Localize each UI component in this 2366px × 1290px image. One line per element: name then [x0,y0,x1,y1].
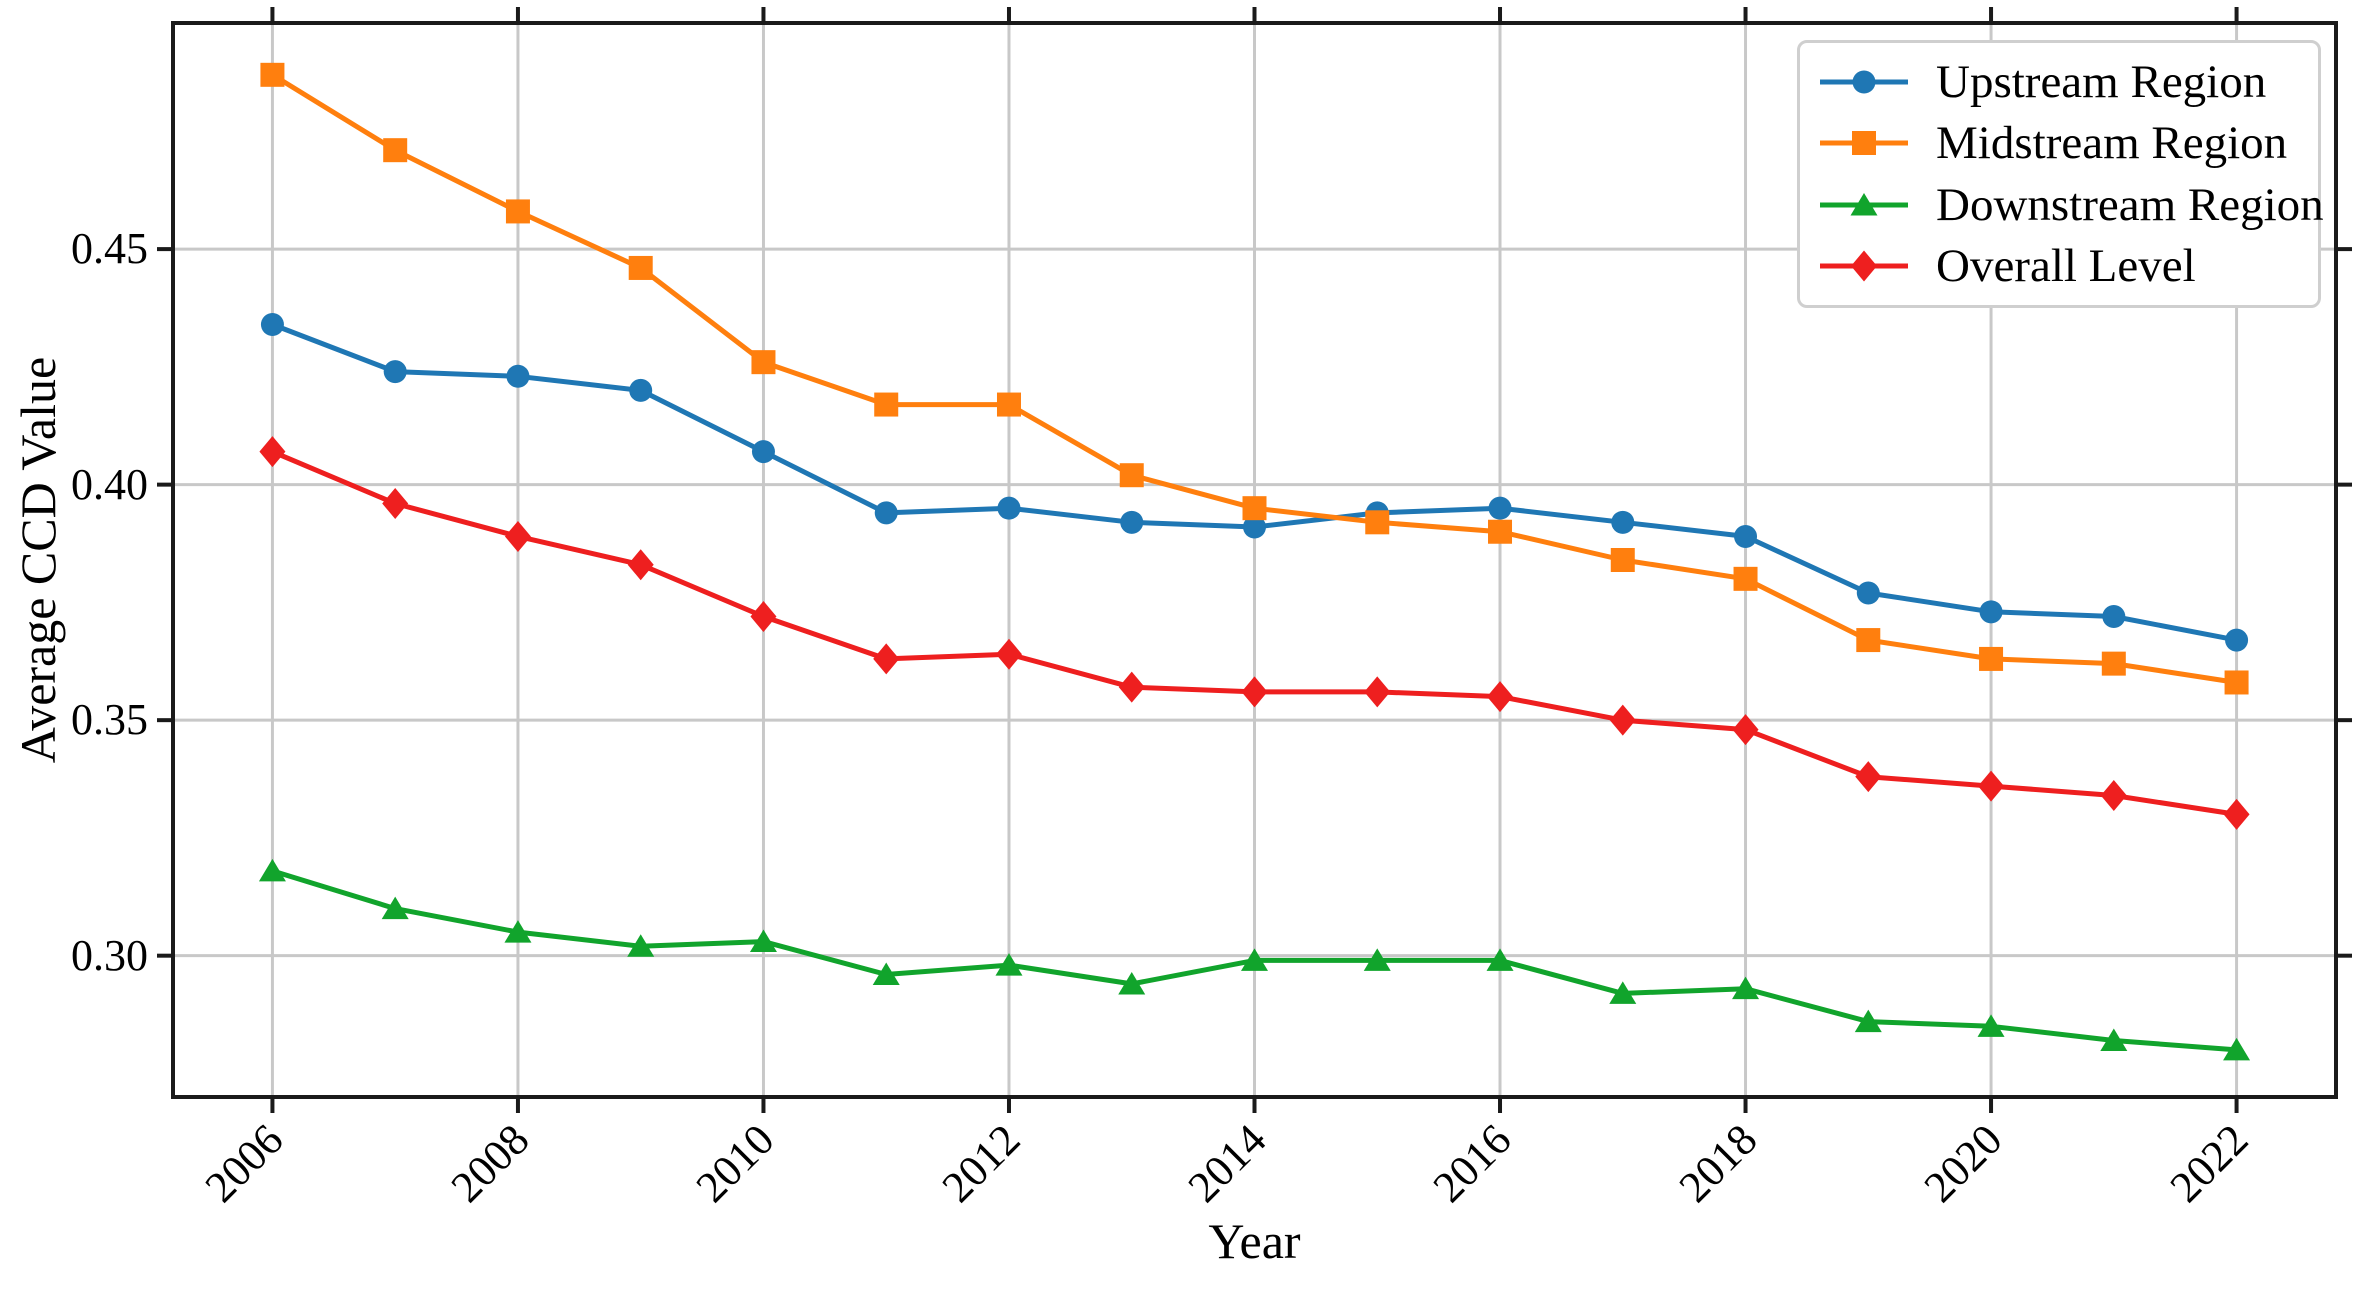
legend-item-midstream-region: Midstream Region [1818,113,2308,173]
legend-label: Midstream Region [1936,117,2288,170]
series-midstream-region [260,62,2249,695]
series-markers-downstream-region [258,858,2251,1061]
triangle-marker-icon [1818,185,1910,225]
series-overall-level [259,436,2250,830]
series-markers-overall-level [259,436,2250,830]
y-tick-label: 0.45 [71,224,148,274]
legend-label: Overall Level [1936,240,2196,293]
y-axis-title: Average CCD Value [10,356,66,764]
y-tick-label: 0.35 [71,695,148,745]
series-downstream-region [258,858,2251,1061]
legend-item-overall-level: Overall Level [1818,236,2308,296]
legend: Upstream Region Midstream Region Downstr… [1797,40,2324,308]
x-axis-title: Year [1208,1213,1301,1269]
legend-label: Downstream Region [1936,178,2324,231]
plot-frame [171,21,2338,1099]
y-tick-label: 0.40 [71,459,148,509]
series-markers-upstream-region [260,312,2249,652]
series-markers-midstream-region [260,62,2249,695]
series-upstream-region [260,312,2249,652]
legend-label: Upstream Region [1936,55,2267,108]
legend-item-upstream-region: Upstream Region [1818,52,2308,112]
circle-marker-icon [1818,62,1910,102]
y-tick-label: 0.30 [71,930,148,980]
legend-item-downstream-region: Downstream Region [1818,175,2324,235]
square-marker-icon [1818,123,1910,163]
diamond-marker-icon [1818,246,1910,286]
tick-marks [157,7,2352,1113]
